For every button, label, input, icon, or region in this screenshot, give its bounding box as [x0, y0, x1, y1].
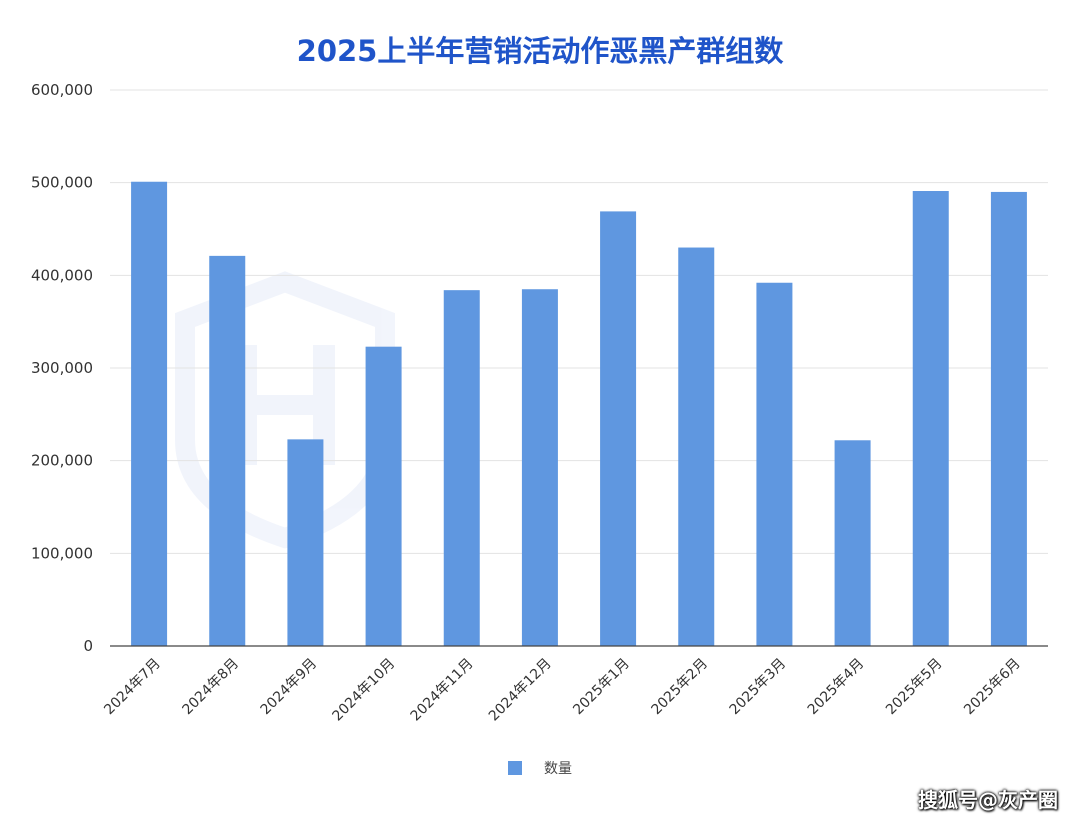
x-tick-label: 2024年11月 [408, 656, 477, 725]
y-tick-label: 300,000 [31, 359, 93, 377]
bar [678, 247, 715, 647]
bar [521, 289, 558, 646]
x-tick-label: 2024年8月 [179, 656, 242, 719]
y-tick-label: 200,000 [31, 452, 93, 470]
legend-label: 数量 [544, 761, 572, 777]
bar [912, 191, 949, 647]
legend-swatch [508, 761, 522, 775]
x-tick-label: 2024年10月 [330, 656, 399, 725]
y-tick-label: 600,000 [31, 81, 93, 99]
bar [287, 439, 324, 646]
y-tick-label: 400,000 [31, 266, 93, 284]
x-tick-label: 2025年2月 [648, 656, 711, 719]
x-tick-label: 2025年5月 [883, 656, 946, 719]
bar [131, 181, 168, 647]
x-tick-label: 2025年3月 [727, 656, 790, 719]
bar [365, 346, 402, 646]
bar [600, 211, 637, 647]
bars [131, 181, 1027, 647]
x-axis-tick-labels: 2024年7月 2024年8月 2024年9月 2024年10月 2024年11月 202… [101, 656, 1023, 725]
x-tick-label: 2025年6月 [961, 656, 1024, 719]
bar [443, 290, 480, 646]
watermark-text: 搜狐号@灰产圈 [918, 788, 1058, 812]
y-tick-label: 0 [83, 637, 93, 655]
bar [756, 282, 793, 646]
x-tick-label: 2024年9月 [258, 656, 321, 719]
y-tick-label: 100,000 [31, 544, 93, 562]
x-tick-label: 2024年7月 [101, 656, 164, 719]
chart-title: 2025上半年营销活动作恶黑产群组数 [296, 34, 784, 68]
y-tick-label: 500,000 [31, 174, 93, 192]
y-axis-tick-labels: 0 100,000 200,000 300,000 400,000 500,000 600,… [31, 81, 93, 655]
x-tick-label: 2024年12月 [486, 656, 555, 725]
bar [990, 191, 1027, 646]
bar [834, 440, 871, 646]
legend: 数量 [508, 758, 572, 778]
bar [209, 255, 246, 646]
x-tick-label: 2025年4月 [805, 656, 868, 719]
y-gridlines [110, 89, 1048, 554]
x-tick-label: 2025年1月 [570, 656, 633, 719]
